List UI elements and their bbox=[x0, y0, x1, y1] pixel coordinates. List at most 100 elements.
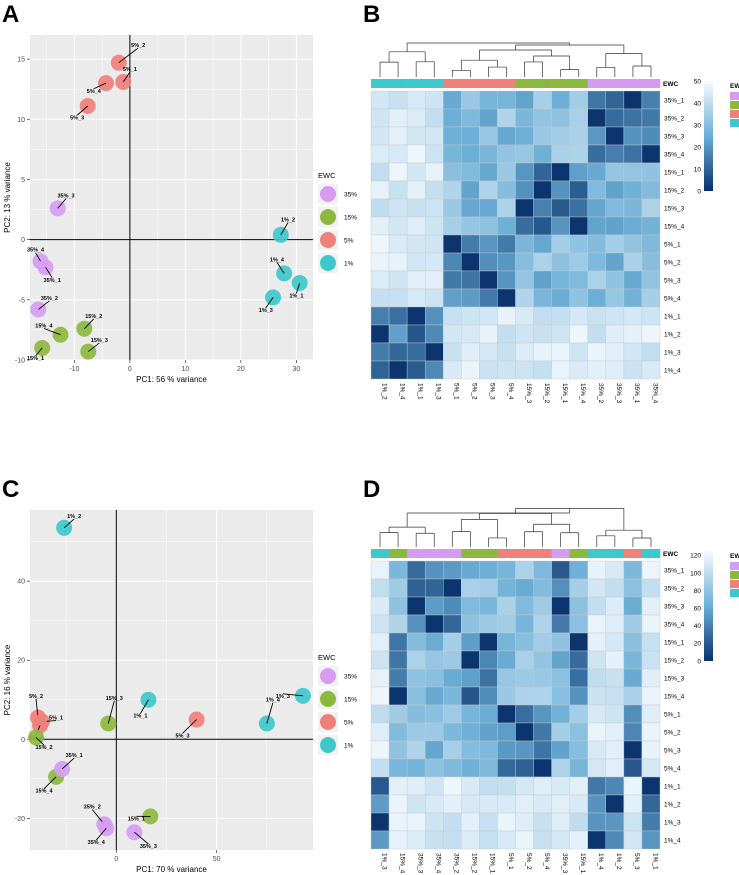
annotation-cell bbox=[443, 549, 462, 558]
heatmap-cell bbox=[587, 722, 607, 742]
heatmap-cell bbox=[587, 306, 607, 326]
heatmap-cell bbox=[569, 198, 588, 218]
heatmap-cell bbox=[641, 614, 661, 634]
heatmap-cell bbox=[370, 198, 390, 218]
pca-plot-a: -10 0 10 20 30 -10 -5 0 5 10 15 PC1: 56 % variance P… bbox=[3, 35, 357, 384]
heatmap-cell bbox=[587, 794, 607, 814]
heatmap-cell bbox=[569, 830, 588, 850]
column-label: 15%_2 bbox=[543, 383, 550, 404]
point-leader-line bbox=[266, 702, 274, 724]
column-dendrogram bbox=[379, 42, 652, 77]
heatmap-cell bbox=[515, 270, 534, 290]
heatmap-cell bbox=[641, 126, 661, 146]
heatmap-cell bbox=[424, 830, 444, 850]
annotation-cell bbox=[569, 549, 589, 558]
heatmap-cell bbox=[479, 578, 498, 598]
point-leader-line bbox=[134, 831, 149, 845]
heatmap-cell bbox=[370, 108, 390, 128]
heatmap-cell bbox=[641, 722, 661, 742]
column-label: 35%_4 bbox=[651, 383, 658, 404]
heatmap-cell bbox=[551, 288, 570, 308]
legend-title: EWC bbox=[318, 171, 336, 180]
x-tick-label: 10 bbox=[181, 366, 189, 373]
legend-swatch bbox=[320, 232, 336, 248]
annotation-cell bbox=[533, 79, 552, 88]
heatmap-cell bbox=[587, 288, 607, 308]
y-tick-label: 40 bbox=[17, 579, 25, 586]
heatmap-cell bbox=[587, 108, 607, 128]
heatmap-cell bbox=[641, 704, 661, 724]
column-label: 35%_2 bbox=[597, 383, 604, 404]
heatmap-cell bbox=[370, 216, 390, 236]
point-label: 1%_1 bbox=[133, 714, 147, 720]
annotation-label: EWC bbox=[663, 551, 678, 558]
heatmap-cell bbox=[569, 632, 588, 652]
y-tick-label: -10 bbox=[15, 358, 25, 365]
row-label: 35%_1 bbox=[664, 567, 685, 574]
row-label: 1%_2 bbox=[664, 331, 681, 338]
heatmap-cell bbox=[461, 668, 480, 688]
heatmap-cell bbox=[461, 830, 480, 850]
heatmap-cell bbox=[515, 668, 534, 688]
heatmap-cell bbox=[424, 324, 444, 344]
heatmap-cell bbox=[461, 360, 480, 380]
heatmap-cell bbox=[406, 596, 426, 616]
point-label: 5%_1 bbox=[49, 716, 63, 722]
heatmap-cell bbox=[623, 704, 643, 724]
heatmap-cell bbox=[443, 668, 462, 688]
heatmap-cell bbox=[605, 776, 625, 796]
heatmap-cell bbox=[461, 686, 480, 706]
heatmap-cell bbox=[497, 198, 516, 218]
heatmap-cell bbox=[497, 108, 516, 128]
heatmap-cell bbox=[461, 324, 480, 344]
heatmap-cell bbox=[623, 270, 643, 290]
heatmap-cell bbox=[388, 162, 408, 182]
heatmap-cell bbox=[551, 578, 570, 598]
heatmap-cell bbox=[641, 342, 661, 362]
heatmap-cell bbox=[497, 830, 516, 850]
heatmap-cell bbox=[515, 812, 534, 832]
heatmap-cell bbox=[515, 216, 534, 236]
panel-label-b: B bbox=[363, 1, 380, 28]
heatmap-cell bbox=[587, 90, 607, 110]
heatmap-cell bbox=[370, 288, 390, 308]
heatmap-cell bbox=[388, 794, 408, 814]
column-label: 1%_4 bbox=[398, 383, 405, 400]
legend-title: EWC bbox=[318, 653, 336, 662]
point-label: 1%_3 bbox=[276, 694, 290, 700]
heatmap-cell bbox=[623, 252, 643, 272]
heatmap-cell bbox=[443, 794, 462, 814]
y-tick-label: 20 bbox=[17, 658, 25, 665]
heatmap-cell bbox=[406, 270, 426, 290]
heatmap-cell bbox=[370, 758, 390, 778]
heatmap-cell bbox=[569, 108, 588, 128]
point-label: 15%_4 bbox=[35, 324, 53, 330]
heatmap-cell bbox=[605, 360, 625, 380]
heatmap-cell bbox=[497, 324, 516, 344]
column-label: 35%_3 bbox=[615, 383, 622, 404]
heatmap-cell bbox=[641, 108, 661, 128]
heatmap-cell bbox=[479, 830, 498, 850]
heatmap-cell bbox=[515, 830, 534, 850]
column-label: 5%_2 bbox=[471, 383, 478, 400]
heatmap-cell bbox=[479, 324, 498, 344]
heatmap-cell bbox=[587, 162, 607, 182]
pca-plot-c: 0 50 -20 0 20 40 PC1: 70 % variance PC2: 16 % v… bbox=[3, 510, 357, 874]
heatmap-cell bbox=[641, 252, 661, 272]
heatmap-cell bbox=[569, 704, 588, 724]
heatmap-cell bbox=[424, 668, 444, 688]
point-label: 35%_2 bbox=[41, 296, 58, 302]
heatmap-cell bbox=[641, 758, 661, 778]
heatmap-cell bbox=[406, 144, 426, 164]
heatmap-cell bbox=[406, 252, 426, 272]
heatmap-cell bbox=[461, 144, 480, 164]
point-label: 5%_3 bbox=[175, 733, 189, 739]
heatmap-cell bbox=[388, 360, 408, 380]
heatmap-cell bbox=[424, 162, 444, 182]
heatmap-cell bbox=[641, 270, 661, 290]
heatmap-cell bbox=[461, 650, 480, 670]
heatmap-cell bbox=[551, 632, 570, 652]
y-tick-label: 0 bbox=[21, 737, 25, 744]
row-label: 35%_3 bbox=[664, 133, 685, 140]
heatmap-cell bbox=[461, 234, 480, 254]
